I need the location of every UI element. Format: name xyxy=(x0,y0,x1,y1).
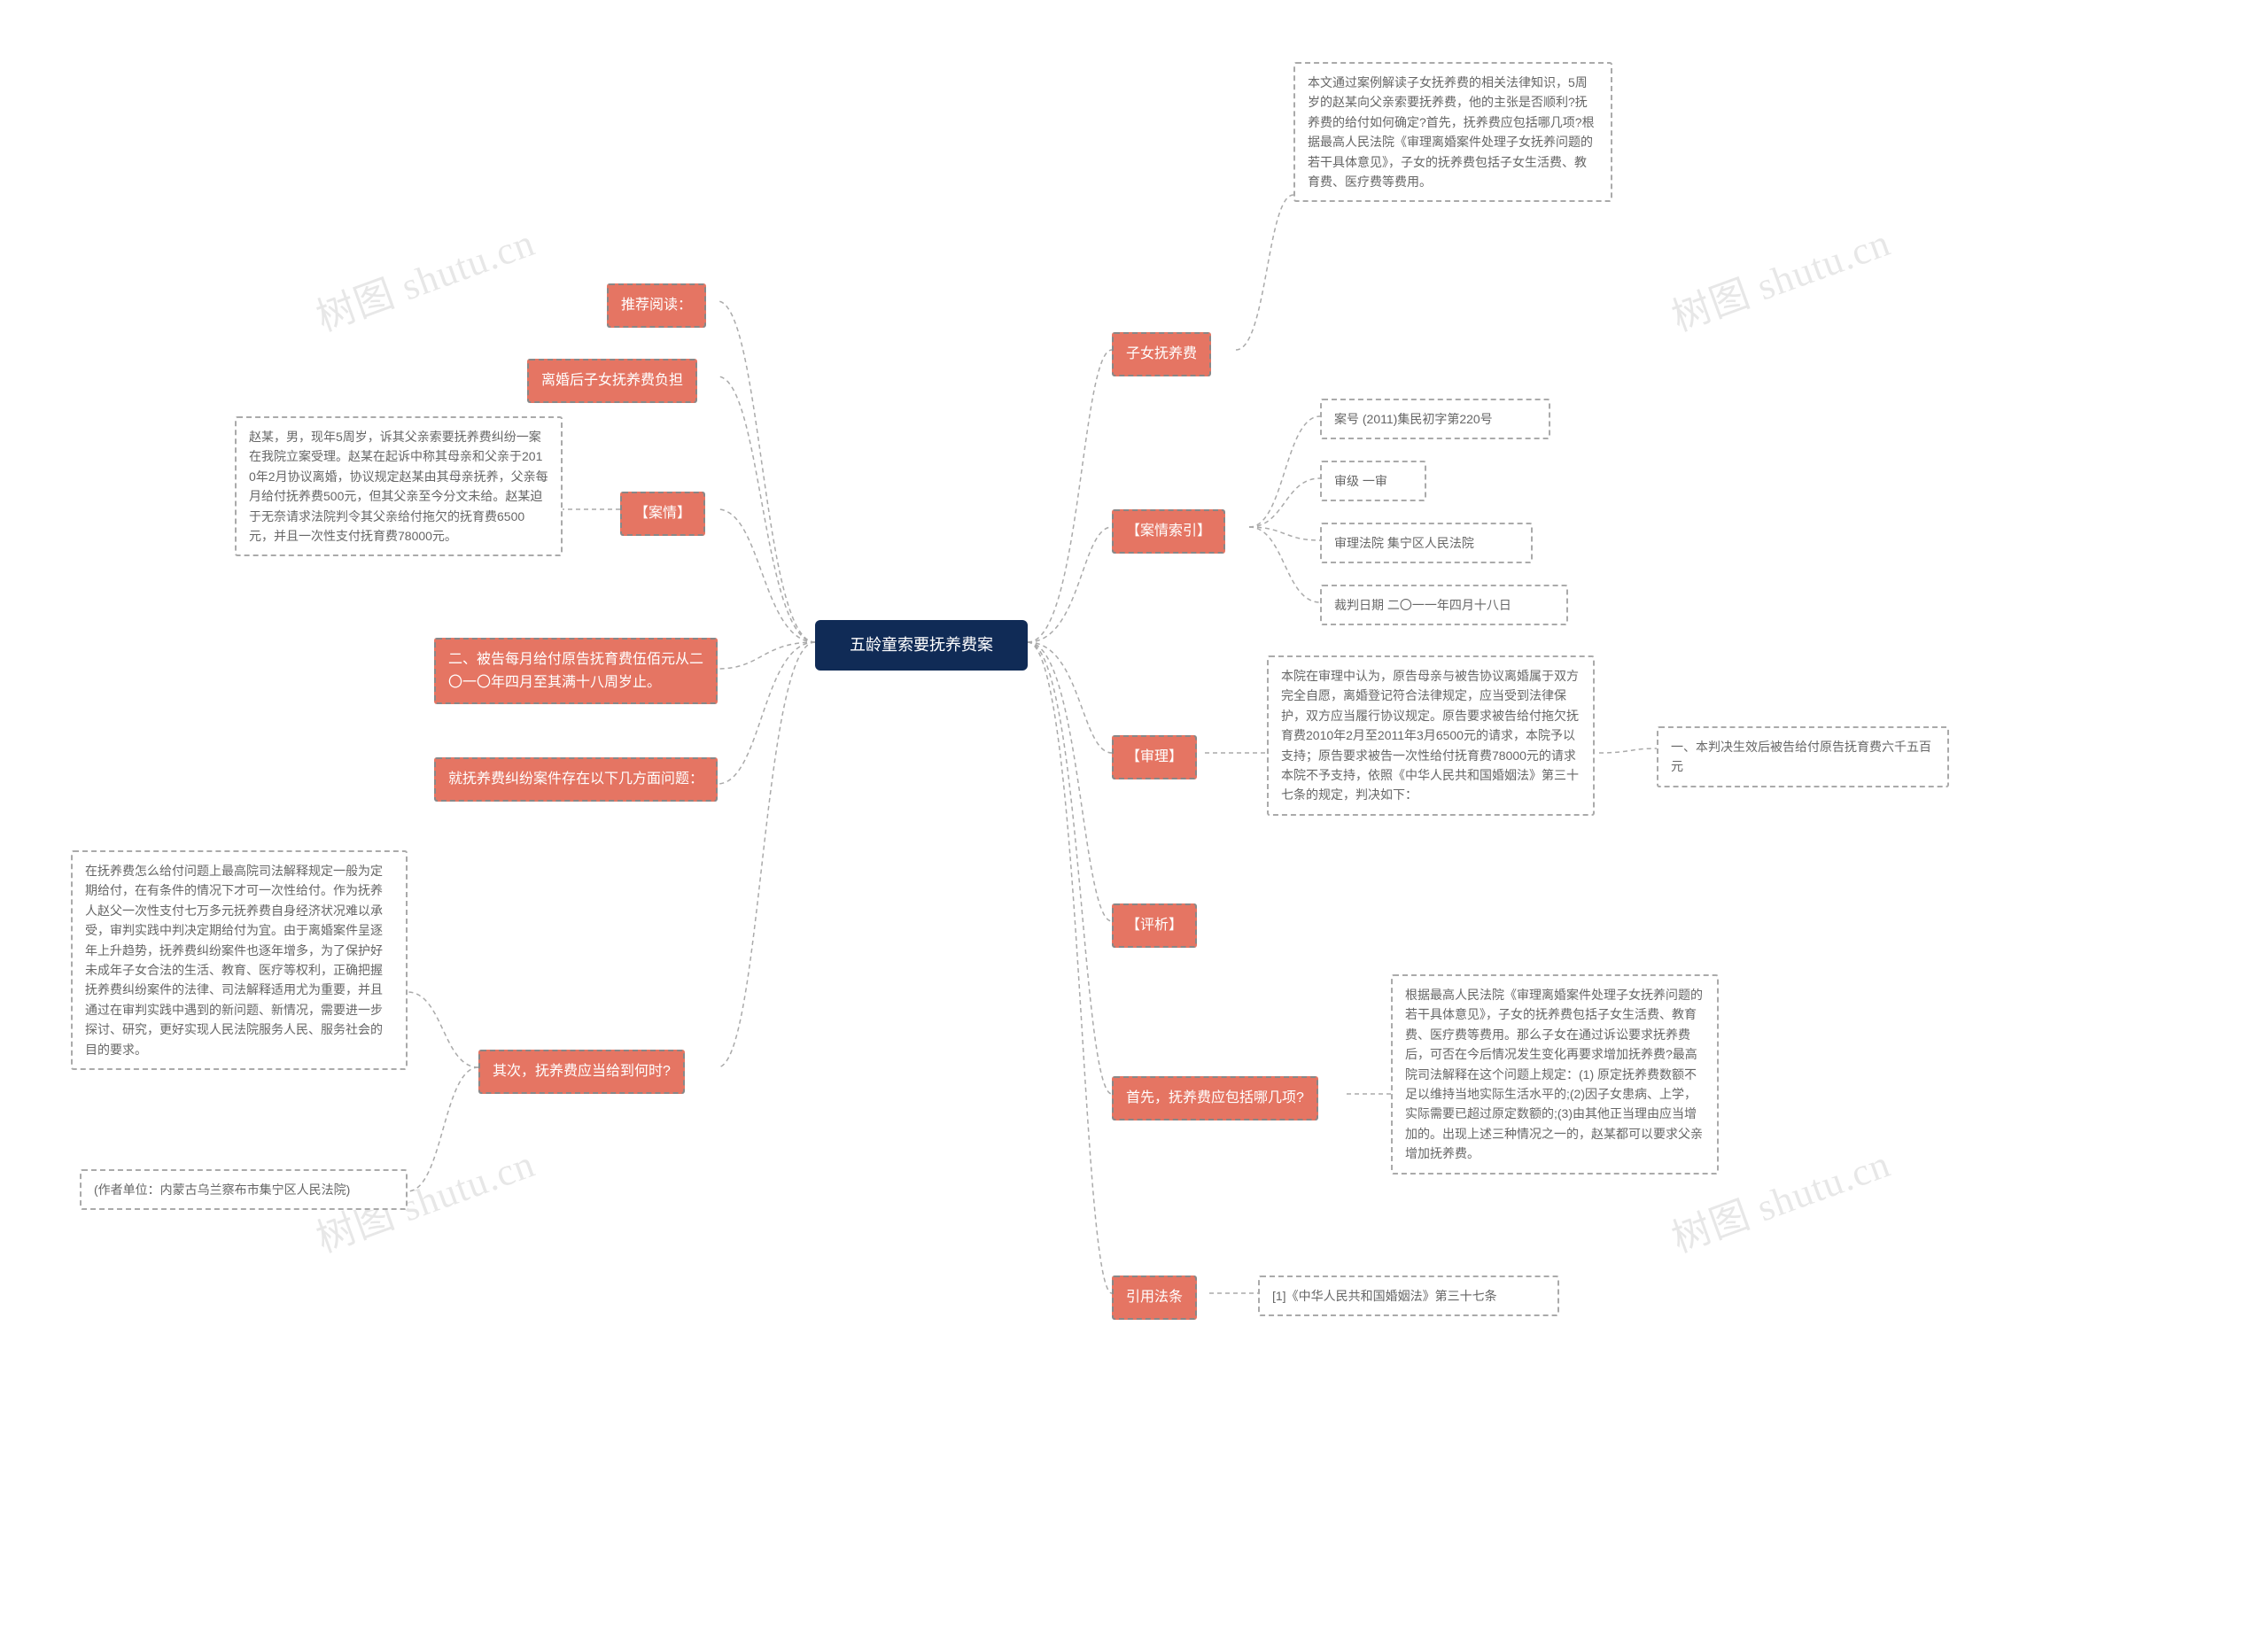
watermark: 树图 shutu.cn xyxy=(1663,211,1897,342)
leaf-first-items-body: 根据最高人民法院《审理离婚案件处理子女抚养问题的若干具体意见》，子女的抚养费包括… xyxy=(1391,974,1719,1175)
center-node[interactable]: 五龄童索要抚养费案 xyxy=(815,620,1028,671)
leaf-judgment-date: 裁判日期 二〇一一年四月十八日 xyxy=(1320,585,1568,625)
connectors xyxy=(0,0,2268,1636)
branch-issues[interactable]: 就抚养费纠纷案件存在以下几方面问题： xyxy=(434,757,718,802)
branch-case-index[interactable]: 【案情索引】 xyxy=(1112,509,1225,554)
leaf-case-no: 案号 (2011)集民初字第220号 xyxy=(1320,399,1550,439)
branch-first-items[interactable]: 首先，抚养费应包括哪几项? xyxy=(1112,1076,1318,1120)
watermark: 树图 shutu.cn xyxy=(307,211,541,342)
branch-trial[interactable]: 【审理】 xyxy=(1112,735,1197,779)
branch-analysis[interactable]: 【评析】 xyxy=(1112,903,1197,948)
leaf-court: 审理法院 集宁区人民法院 xyxy=(1320,523,1533,563)
leaf-until-when-body: 在抚养费怎么给付问题上最高院司法解释规定一般为定期给付，在有条件的情况下才可一次… xyxy=(71,850,408,1070)
leaf-trial-level: 审级 一审 xyxy=(1320,461,1426,501)
branch-child-support[interactable]: 子女抚养费 xyxy=(1112,332,1211,376)
branch-until-when[interactable]: 其次，抚养费应当给到何时? xyxy=(478,1050,685,1094)
branch-recommend[interactable]: 推荐阅读： xyxy=(607,283,706,328)
branch-divorce-burden[interactable]: 离婚后子女抚养费负担 xyxy=(527,359,697,403)
branch-case-facts[interactable]: 【案情】 xyxy=(620,492,705,536)
branch-monthly-pay[interactable]: 二、被告每月给付原告抚育费伍佰元从二〇一〇年四月至其满十八周岁止。 xyxy=(434,638,718,704)
leaf-trial-verdict: 一、本判决生效后被告给付原告抚育费六千五百元 xyxy=(1657,726,1949,787)
branch-cited-law[interactable]: 引用法条 xyxy=(1112,1275,1197,1320)
leaf-author-unit: (作者单位：内蒙古乌兰察布市集宁区人民法院) xyxy=(80,1169,408,1210)
mindmap-canvas: 树图 shutu.cn 树图 shutu.cn 树图 shutu.cn 树图 s… xyxy=(0,0,2268,1636)
leaf-trial-body: 本院在审理中认为，原告母亲与被告协议离婚属于双方完全自愿，离婚登记符合法律规定，… xyxy=(1267,655,1595,816)
leaf-cited-law: [1]《中华人民共和国婚姻法》第三十七条 xyxy=(1258,1275,1559,1316)
leaf-intro: 本文通过案例解读子女抚养费的相关法律知识，5周岁的赵某向父亲索要抚养费，他的主张… xyxy=(1293,62,1612,202)
leaf-case-facts-body: 赵某，男，现年5周岁，诉其父亲索要抚养费纠纷一案在我院立案受理。赵某在起诉中称其… xyxy=(235,416,563,556)
